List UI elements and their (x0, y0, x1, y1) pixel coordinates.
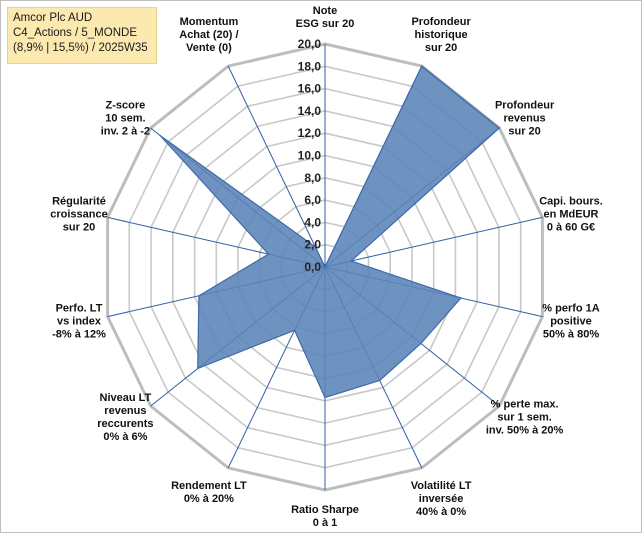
axis-label: Ratio Sharpe 0 à 1 (291, 504, 359, 529)
r-tick-label: 12,0 (298, 126, 322, 140)
title-line-2: C4_Actions / 5_MONDE (13, 27, 137, 39)
axis-label: Z-score 10 sem. inv. 2 à -2 (101, 99, 150, 137)
axis-label-line: % perfo 1A (542, 302, 600, 314)
series-area (159, 65, 501, 399)
axis-label-line: croissance (50, 209, 107, 221)
r-tick-label: 0,0 (304, 260, 321, 274)
r-tick-label: 6,0 (304, 193, 321, 207)
axis-label-line: 0 à 60 G€ (547, 222, 595, 234)
axis-label: Capi. bours. en MdEUR 0 à 60 G€ (539, 196, 603, 234)
axis-label-line: Profondeur (411, 16, 471, 28)
axis-label: Perfo. LT vs index -8% à 12% (52, 302, 106, 340)
axis-label: Régularité croissance sur 20 (50, 196, 107, 234)
axis-label: Note ESG sur 20 (296, 5, 355, 30)
axis-label-line: Profondeur (495, 99, 555, 111)
r-tick-label: 10,0 (298, 149, 322, 163)
r-tick-label: 18,0 (298, 59, 322, 73)
axis-label-line: Achat (20) / (179, 29, 238, 41)
axis-label-line: 0% à 20% (184, 493, 234, 505)
axis-label-line: historique (415, 29, 468, 41)
axis-label: Niveau LT revenus reccurents 0% à 6% (97, 392, 153, 443)
axis-label-line: Note (313, 5, 337, 17)
data-point (198, 295, 200, 297)
axis-label-line: ESG sur 20 (296, 18, 355, 30)
data-point (421, 65, 423, 67)
axis-label-line: Perfo. LT (56, 302, 103, 314)
data-point (267, 253, 270, 255)
r-tick-label: 4,0 (304, 215, 321, 229)
data-point (350, 260, 352, 262)
axis-label-layer: Note ESG sur 20 Profondeur historique sur 20… (50, 5, 603, 529)
data-point (314, 246, 317, 248)
axis-label: Momentum Achat (20) / Vente (0) (179, 16, 238, 54)
axis-label-line: sur 20 (425, 42, 457, 54)
axis-label-line: 10 sem. (105, 112, 145, 124)
axis-label: % perfo 1A positive 50% à 80% (542, 302, 600, 340)
chart-title-box: Amcor Plc AUD C4_Actions / 5_MONDE (8,9%… (7, 7, 157, 64)
axis-label-line: inv. 2 à -2 (101, 125, 150, 137)
tick-layer: 0,0 2,0 4,0 6,0 8,0 10,0 12,0 14,0 16,0 18,0 20,0 (298, 37, 322, 274)
axis-label-line: 0% à 6% (103, 431, 147, 443)
data-point (293, 329, 296, 332)
data-point (196, 367, 199, 370)
axis-label-line: reccurents (97, 418, 153, 430)
axis-label: Profondeur historique sur 20 (411, 16, 471, 54)
axis-label-line: 50% à 80% (543, 328, 599, 340)
axis-label-line: Rendement LT (171, 480, 247, 492)
axis-label-line: Niveau LT (100, 392, 152, 404)
axis-label-line: inv. 50% à 20% (486, 425, 564, 437)
data-point (498, 127, 501, 129)
axis-label: % perte max. sur 1 sem. inv. 50% à 20% (486, 399, 564, 437)
axis-label-line: Régularité (52, 196, 106, 208)
data-point (159, 134, 161, 137)
axis-label-line: 0 à 1 (313, 517, 337, 529)
data-point (324, 396, 326, 399)
r-tick-label: 2,0 (304, 238, 321, 252)
spoke-line (227, 65, 326, 268)
data-point (324, 266, 326, 268)
data-point (378, 379, 381, 382)
spoke-line (324, 216, 543, 268)
axis-label-line: inversée (419, 493, 464, 505)
title-line-3: (8,9% | 15,5%) / 2025W35 (13, 42, 148, 54)
axis-label: Profondeur revenus sur 20 (495, 99, 555, 137)
axis-label-line: Volatilité LT (411, 480, 472, 492)
r-tick-label: 8,0 (304, 171, 321, 185)
axis-label-line: Vente (0) (186, 42, 232, 54)
axis-label-line: sur 1 sem. (497, 412, 551, 424)
r-tick-label: 20,0 (298, 37, 322, 51)
r-tick-label: 14,0 (298, 104, 322, 118)
r-tick-label: 16,0 (298, 82, 322, 96)
axis-label-line: revenus (104, 405, 146, 417)
axis-label-line: revenus (503, 112, 545, 124)
axis-label-line: Z-score (106, 99, 146, 111)
axis-label-line: en MdEUR (544, 209, 599, 221)
axis-label: Volatilité LT inversée 40% à 0% (411, 480, 472, 518)
data-layer (159, 65, 501, 399)
axis-label-line: 40% à 0% (416, 506, 466, 518)
axis-label-line: Momentum (180, 16, 239, 28)
data-point (460, 297, 462, 299)
axis-label-line: sur 20 (63, 222, 95, 234)
axis-label-line: sur 20 (508, 125, 540, 137)
data-point (420, 342, 422, 345)
title-line-1: Amcor Plc AUD (13, 12, 93, 24)
axis-label-line: -8% à 12% (52, 328, 106, 340)
axis-label: Rendement LT 0% à 20% (171, 480, 247, 505)
axis-label-line: positive (550, 315, 592, 327)
axis-label-line: % perte max. (491, 399, 559, 411)
axis-label-line: vs index (57, 315, 102, 327)
axis-label-line: Ratio Sharpe (291, 504, 359, 516)
axis-label-line: Capi. bours. (539, 196, 603, 208)
